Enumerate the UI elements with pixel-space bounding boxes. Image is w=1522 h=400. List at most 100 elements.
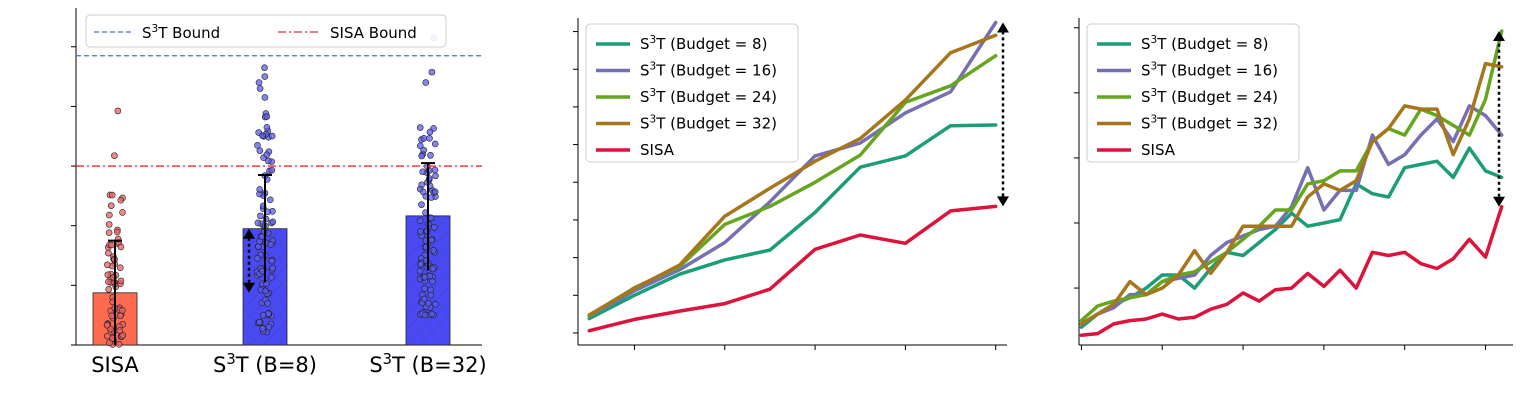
- legend-label-1-base: S: [1141, 62, 1151, 80]
- legend-label-3-rest: T (Budget = 32): [1156, 115, 1278, 133]
- legend-label-s3t-bound-sup: 3: [152, 23, 159, 35]
- scatter-point: [116, 264, 124, 271]
- legend-label-2-sup: 3: [650, 87, 657, 99]
- x-tick-label-rest: T (B=8): [235, 353, 317, 377]
- scatter-outlier: [422, 79, 430, 86]
- scatter-outlier: [261, 73, 269, 80]
- scatter-point: [119, 209, 126, 216]
- scatter-point: [431, 140, 439, 148]
- scatter-point: [259, 325, 266, 332]
- scatter-point: [104, 271, 112, 279]
- series-line-2: [1079, 29, 1504, 323]
- annotation-arrowhead-down: [243, 282, 255, 293]
- scatter-point: [265, 323, 273, 331]
- series-line-4: [587, 204, 998, 333]
- legend-label-sisa-bound: SISA Bound: [330, 24, 417, 42]
- annotation-arrowhead-up: [1493, 31, 1505, 42]
- legend-label-s3t-bound-base: S: [142, 24, 152, 42]
- scatter-point: [262, 215, 270, 223]
- scatter-point: [421, 273, 429, 281]
- scatter-point: [115, 341, 123, 348]
- series-line-3: [587, 33, 998, 317]
- x-tick-label-sup: 3: [226, 351, 235, 368]
- legend-label-3-base: S: [1141, 115, 1151, 133]
- scatter-point: [117, 243, 125, 251]
- legend-label-2-base: S: [1141, 88, 1151, 106]
- scatter-point: [268, 257, 276, 265]
- legend-label-2-base: S: [640, 88, 650, 106]
- scatter-point: [117, 277, 125, 285]
- scatter-point: [259, 311, 267, 319]
- scatter-point: [254, 254, 261, 262]
- legend-label-4: SISA: [1141, 141, 1176, 159]
- scatter-point: [417, 142, 424, 150]
- legend-label-1-rest: T (Budget = 16): [1156, 62, 1278, 80]
- scatter-point: [107, 202, 115, 209]
- scatter-point: [263, 151, 271, 158]
- scatter-point: [427, 214, 435, 222]
- legend-label-2: S3T (Budget = 24): [1141, 87, 1278, 106]
- scatter-point: [263, 113, 271, 120]
- bar-chart-deletion-rate: SISA S3T (B=8) S3T (B=32)S3T Bound SISA Bou…: [71, 8, 487, 377]
- annotation-arrowhead-down: [997, 196, 1009, 207]
- scatter-point: [432, 172, 439, 180]
- scatter-point: [254, 141, 261, 149]
- scatter-point: [255, 318, 263, 326]
- scatter-outlier: [428, 68, 436, 76]
- annotation-arrowhead-up: [243, 228, 255, 239]
- annotation-arrowhead-down: [1493, 196, 1505, 207]
- series-line-0: [587, 123, 998, 321]
- legend-label-1: S3T (Budget = 16): [1141, 61, 1278, 80]
- scatter-point: [104, 261, 111, 269]
- scatter-point: [113, 228, 121, 236]
- scatter-outlier: [255, 79, 263, 86]
- legend-label-4: SISA: [640, 141, 675, 159]
- legend: S3T Bound SISA Bound: [85, 14, 447, 48]
- legend: S3T (Budget = 8)S3T (Budget = 16)S3T (Bu…: [585, 23, 799, 163]
- legend-label-2-rest: T (Budget = 24): [655, 88, 777, 106]
- x-tick-label-rest: T (B=32): [391, 353, 487, 377]
- scatter-point: [428, 310, 436, 318]
- legend-label-1: S3T (Budget = 16): [640, 61, 777, 80]
- scatter-point: [103, 321, 111, 329]
- annotation-arrowhead-up: [997, 22, 1009, 33]
- series-line-4: [1079, 204, 1504, 337]
- scatter-point: [108, 312, 116, 320]
- scatter-point: [266, 196, 274, 204]
- scatter-point: [267, 241, 275, 248]
- legend-box: [85, 14, 447, 48]
- x-tick-label: S3T (B=32): [369, 351, 486, 378]
- scatter-outlier: [114, 107, 122, 115]
- line-chart-slices: S3T (Budget = 8)S3T (Budget = 16)S3T (Bu…: [1074, 18, 1513, 350]
- series-line-0: [1079, 146, 1504, 329]
- legend-label-0-rest: T (Budget = 8): [655, 35, 767, 53]
- scatter-point: [105, 278, 112, 286]
- legend-label-1-sup: 3: [1151, 61, 1158, 73]
- scatter-point: [106, 339, 113, 347]
- legend-label-3-base: S: [640, 115, 650, 133]
- legend-label-0-sup: 3: [650, 34, 657, 46]
- legend-label-s3t-bound-rest: T Bound: [157, 24, 220, 42]
- scatter-point: [416, 124, 424, 131]
- legend-label-2-sup: 3: [1151, 87, 1158, 99]
- scatter-point: [417, 228, 424, 235]
- scatter-outlier: [261, 94, 269, 101]
- x-tick-label: SISA: [91, 353, 139, 377]
- scatter-point: [429, 278, 436, 285]
- legend-box: [1086, 23, 1300, 163]
- legend-label-1-sup: 3: [650, 61, 657, 73]
- scatter-point: [420, 146, 427, 154]
- scatter-point: [257, 212, 264, 220]
- legend-label-s3t-bound: S3T Bound: [142, 23, 220, 42]
- scatter-point: [268, 166, 276, 174]
- x-tick-label-base: SISA: [91, 353, 139, 377]
- scatter-point: [427, 286, 435, 294]
- x-tick-label-base: S: [369, 353, 382, 377]
- scatter-point: [421, 311, 429, 319]
- scatter-point: [108, 241, 115, 249]
- x-tick-label-base: S: [213, 353, 226, 377]
- legend-label-0: S3T (Budget = 8): [1141, 34, 1268, 53]
- scatter-point: [256, 186, 263, 193]
- scatter-point: [268, 274, 275, 281]
